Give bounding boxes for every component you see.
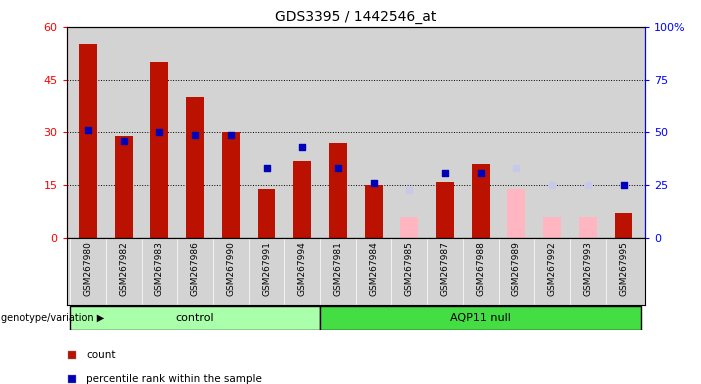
Text: AQP11 null: AQP11 null [450, 313, 511, 323]
Text: control: control [176, 313, 215, 323]
Bar [472, 164, 489, 238]
Point [225, 131, 236, 138]
Bar [400, 217, 418, 238]
Bar [222, 132, 240, 238]
Point [547, 182, 558, 188]
Text: GSM267988: GSM267988 [476, 242, 485, 296]
Bar [543, 217, 561, 238]
Point [351, 322, 362, 328]
Point [297, 144, 308, 151]
Bar [615, 214, 632, 238]
Point [154, 129, 165, 136]
Point [404, 187, 415, 193]
Text: GSM267991: GSM267991 [262, 242, 271, 296]
Bar [508, 189, 525, 238]
Text: GSM267989: GSM267989 [512, 242, 521, 296]
Bar [257, 189, 275, 238]
Text: GSM267984: GSM267984 [369, 242, 378, 296]
Title: GDS3395 / 1442546_at: GDS3395 / 1442546_at [275, 10, 437, 25]
Bar [186, 97, 204, 238]
Text: GSM267995: GSM267995 [619, 242, 628, 296]
Bar [79, 45, 97, 238]
Point [351, 104, 362, 110]
Bar [293, 161, 311, 238]
Point [189, 131, 200, 138]
Point [618, 182, 629, 188]
Point [118, 138, 129, 144]
Text: percentile rank within the sample: percentile rank within the sample [86, 374, 262, 384]
Text: GSM267985: GSM267985 [404, 242, 414, 296]
Text: GSM267983: GSM267983 [155, 242, 164, 296]
Text: GSM267993: GSM267993 [583, 242, 592, 296]
Text: GSM267986: GSM267986 [191, 242, 200, 296]
Text: GSM267994: GSM267994 [298, 242, 307, 296]
Bar [115, 136, 132, 238]
Bar [320, 306, 641, 330]
Bar [70, 306, 320, 330]
Text: GSM267987: GSM267987 [440, 242, 449, 296]
Text: genotype/variation ▶: genotype/variation ▶ [1, 313, 104, 323]
Text: count: count [86, 350, 116, 360]
Text: GSM267981: GSM267981 [334, 242, 342, 296]
Point [583, 182, 594, 188]
Bar [436, 182, 454, 238]
Point [83, 127, 94, 134]
Point [368, 180, 379, 186]
Bar [365, 185, 383, 238]
Bar [151, 62, 168, 238]
Point [261, 165, 272, 171]
Point [475, 170, 486, 176]
Bar [329, 143, 347, 238]
Point [332, 165, 343, 171]
Bar [579, 217, 597, 238]
Point [440, 170, 451, 176]
Text: GSM267980: GSM267980 [83, 242, 93, 296]
Text: GSM267990: GSM267990 [226, 242, 236, 296]
Text: GSM267982: GSM267982 [119, 242, 128, 296]
Text: GSM267992: GSM267992 [547, 242, 557, 296]
Point [511, 165, 522, 171]
